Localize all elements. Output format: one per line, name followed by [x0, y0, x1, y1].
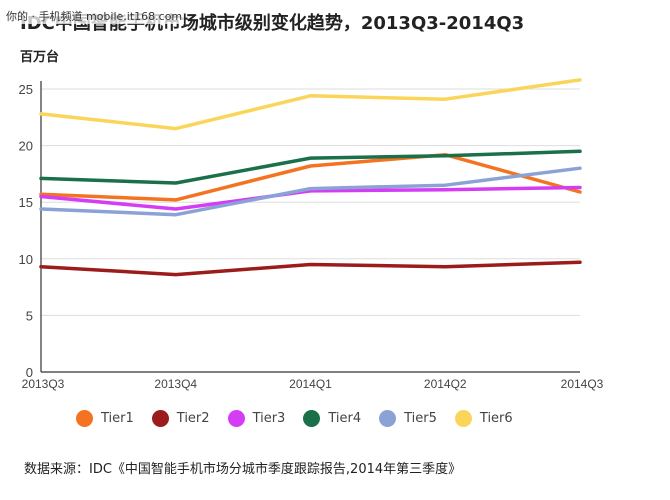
- series-line-tier3: [39, 185, 582, 211]
- data-source-note: 数据来源：IDC《中国智能手机市场分城市季度跟踪报告,2014年第三季度》: [24, 462, 462, 477]
- legend-swatch-icon: [303, 410, 321, 427]
- legend-label: Tier3: [252, 411, 286, 426]
- x-tick-label: 2013Q4: [154, 377, 197, 391]
- x-tick-label: 2014Q1: [289, 377, 332, 391]
- y-axis-unit-label: 百万台: [20, 50, 60, 65]
- series-line-tier2: [39, 260, 582, 277]
- x-tick-label: 2013Q3: [22, 377, 65, 391]
- legend-label: Tier4: [328, 411, 362, 426]
- y-tick-label: 0: [26, 365, 33, 380]
- series-line-tier5: [39, 166, 582, 217]
- legend-item-tier5: Tier5: [379, 410, 437, 427]
- legend-label: Tier2: [176, 411, 210, 426]
- y-tick-label: 15: [19, 195, 33, 210]
- legend-swatch-icon: [151, 410, 169, 427]
- legend-swatch-icon: [379, 410, 397, 427]
- legend-label: Tier6: [479, 411, 513, 426]
- y-tick-label: 5: [26, 308, 33, 323]
- chart-legend: Tier1 Tier2 Tier3 Tier4 Tier5 Tier6: [76, 410, 531, 427]
- series-line-tier1: [39, 152, 582, 202]
- series-line-tier6: [39, 78, 582, 131]
- legend-item-tier1: Tier1: [76, 410, 134, 427]
- x-tick-label: 2014Q3: [561, 377, 604, 391]
- line-chart: 0 5 10 15 20 25 2013Q3 2013Q4 2014Q1 2014Q2 2014Q3: [19, 78, 604, 391]
- series-line-tier4: [39, 149, 582, 185]
- legend-swatch-icon: [76, 410, 93, 427]
- legend-label: Tier1: [101, 411, 134, 426]
- legend-item-tier3: Tier3: [227, 410, 286, 427]
- legend-item-tier6: Tier6: [454, 410, 513, 427]
- legend-item-tier2: Tier2: [151, 410, 210, 427]
- legend-swatch-icon: [454, 410, 472, 427]
- x-tick-label: 2014Q2: [424, 377, 467, 391]
- site-watermark: 你的 · 手机频道 mobile.it168.com: [4, 8, 185, 24]
- y-tick-label: 10: [19, 252, 33, 267]
- y-tick-label: 20: [19, 139, 33, 154]
- legend-swatch-icon: [227, 410, 245, 427]
- y-tick-label: 25: [19, 82, 33, 97]
- legend-label: Tier5: [404, 411, 437, 426]
- legend-item-tier4: Tier4: [303, 410, 361, 427]
